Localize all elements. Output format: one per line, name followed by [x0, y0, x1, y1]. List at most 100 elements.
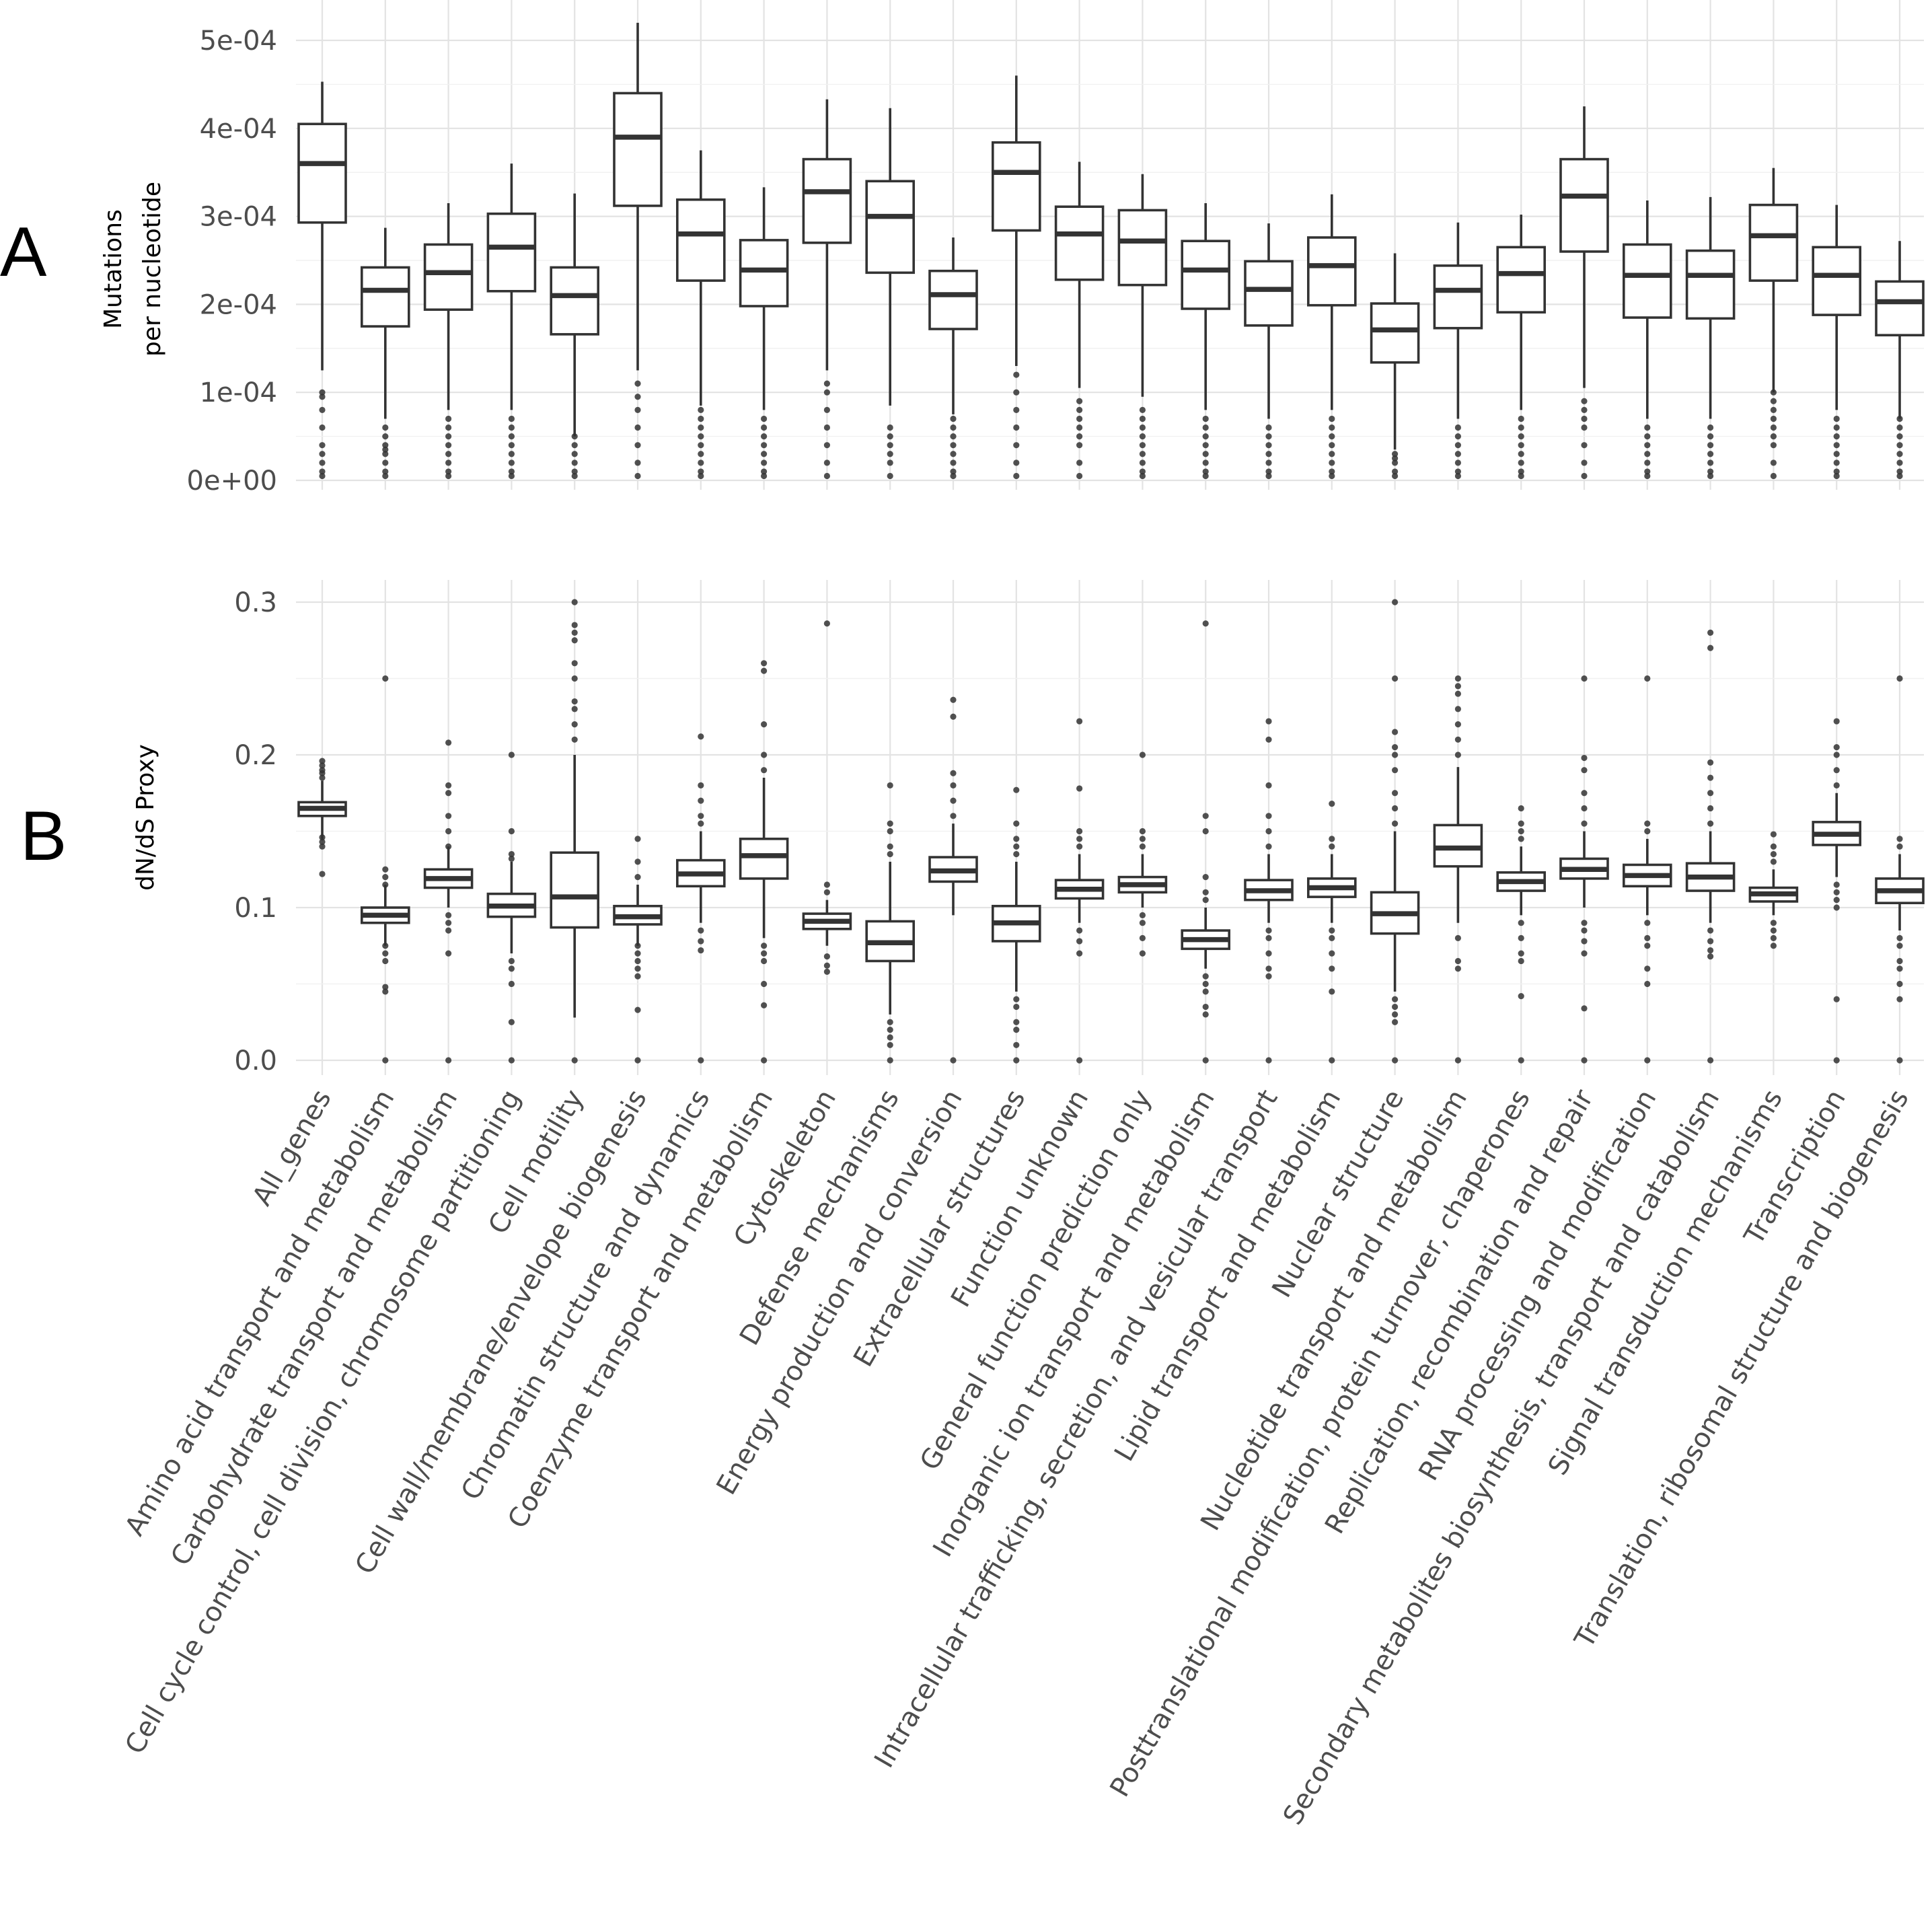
outlier-point-0 — [1770, 472, 1777, 480]
outlier-point-10 — [761, 660, 768, 667]
outlier-point-6 — [1202, 897, 1209, 904]
outlier-point-6 — [761, 424, 768, 431]
outlier-point-3 — [1013, 1019, 1020, 1025]
outlier-point-6 — [1392, 805, 1399, 812]
outlier-point-10 — [1202, 813, 1209, 819]
panel-b-box-19 — [1496, 805, 1546, 1064]
outlier-point-2 — [508, 980, 515, 988]
outlier-point-3 — [1329, 451, 1335, 457]
panel-a-box-6 — [675, 150, 726, 480]
outlier-point-2 — [1518, 460, 1524, 466]
outlier-point-4 — [1202, 980, 1209, 988]
y-tick-label-0: 0e+00 — [187, 466, 277, 497]
outlier-point-0 — [1644, 472, 1651, 480]
outlier-point-5 — [1707, 820, 1714, 827]
outlier-point-0 — [950, 1057, 957, 1064]
outlier-point-1 — [319, 468, 326, 475]
panel-b-box-14 — [1181, 620, 1230, 1064]
outlier-point-0 — [698, 472, 704, 480]
outlier-point-2 — [823, 442, 830, 449]
outlier-point-6 — [1454, 424, 1461, 431]
outlier-point-5 — [1139, 836, 1146, 842]
outlier-point-2 — [634, 442, 641, 449]
panel-a-box-3 — [486, 163, 537, 480]
outlier-point-6 — [1581, 820, 1588, 827]
panel-b-box-9 — [865, 782, 915, 1064]
outlier-point-7 — [698, 415, 704, 423]
outlier-point-4 — [1329, 442, 1335, 449]
outlier-point-0 — [319, 472, 326, 480]
outlier-point-11 — [1265, 718, 1272, 725]
panel-a-box-17 — [1370, 253, 1420, 480]
outlier-point-3 — [1076, 927, 1083, 934]
outlier-point-5 — [950, 713, 957, 720]
outlier-point-5 — [1518, 433, 1524, 440]
panel-a-box-10 — [928, 237, 978, 480]
outlier-point-0 — [1265, 1057, 1272, 1064]
outlier-point-2 — [1833, 904, 1840, 911]
outlier-point-8 — [1896, 836, 1903, 842]
outlier-point-6 — [1139, 424, 1146, 431]
iqr-box — [1748, 203, 1799, 282]
outlier-point-0 — [1392, 1057, 1399, 1064]
outlier-point-3 — [1013, 424, 1020, 431]
outlier-point-5 — [761, 433, 768, 440]
outlier-point-2 — [319, 838, 326, 845]
outlier-point-1 — [1202, 1011, 1209, 1018]
outlier-point-2 — [1644, 460, 1651, 466]
outlier-point-4 — [1770, 424, 1777, 431]
iqr-box — [1117, 209, 1168, 287]
outlier-point-5 — [1770, 850, 1777, 858]
outlier-point-3 — [508, 965, 515, 972]
outlier-point-0 — [1707, 472, 1714, 480]
outlier-point-4 — [1518, 442, 1524, 449]
outlier-point-1 — [1202, 468, 1209, 475]
outlier-point-8 — [319, 389, 326, 396]
outlier-point-10 — [1707, 645, 1714, 651]
outlier-point-6 — [887, 843, 893, 850]
outlier-point-7 — [445, 813, 452, 819]
outlier-point-2 — [1329, 965, 1335, 972]
outlier-point-1 — [1454, 468, 1461, 475]
outlier-point-4 — [761, 950, 768, 957]
outlier-point-0 — [1202, 472, 1209, 480]
outlier-point-7 — [1202, 415, 1209, 423]
outlier-point-4 — [1013, 406, 1020, 413]
outlier-point-5 — [1265, 433, 1272, 440]
outlier-point-6 — [445, 828, 452, 835]
y-tick-label-3: 3e-04 — [200, 202, 277, 233]
outlier-point-9 — [571, 622, 578, 628]
outlier-point-9 — [1896, 675, 1903, 682]
panel-b-box-3 — [486, 751, 537, 1064]
outlier-point-3 — [1076, 433, 1083, 440]
outlier-point-0 — [1454, 472, 1461, 480]
iqr-box — [1496, 246, 1546, 314]
outlier-point-7 — [1013, 843, 1020, 850]
outlier-point-8 — [1013, 836, 1020, 842]
outlier-point-3 — [445, 920, 452, 926]
outlier-point-5 — [1518, 920, 1524, 926]
outlier-point-3 — [698, 451, 704, 457]
outlier-point-4 — [1833, 889, 1840, 895]
outlier-point-1 — [823, 962, 830, 969]
outlier-point-3 — [698, 927, 704, 934]
outlier-point-3 — [382, 957, 389, 965]
outlier-point-2 — [1896, 460, 1903, 466]
outlier-point-4 — [823, 406, 830, 413]
outlier-point-6 — [698, 797, 704, 804]
outlier-point-0 — [1392, 472, 1399, 480]
outlier-point-2 — [1076, 938, 1083, 945]
outlier-point-10 — [1581, 754, 1588, 762]
outlier-point-8 — [1076, 718, 1083, 725]
outlier-point-2 — [1454, 460, 1461, 466]
outlier-point-4 — [950, 770, 957, 776]
outlier-point-0 — [382, 1057, 389, 1064]
panel-a-box-19 — [1496, 214, 1546, 480]
outlier-point-2 — [571, 721, 578, 728]
panel-a-gridlines — [296, 0, 1924, 490]
outlier-point-0 — [1329, 472, 1335, 480]
outlier-point-0 — [1076, 1057, 1083, 1064]
outlier-point-6 — [1707, 424, 1714, 431]
outlier-point-0 — [445, 472, 452, 480]
outlier-point-4 — [950, 442, 957, 449]
